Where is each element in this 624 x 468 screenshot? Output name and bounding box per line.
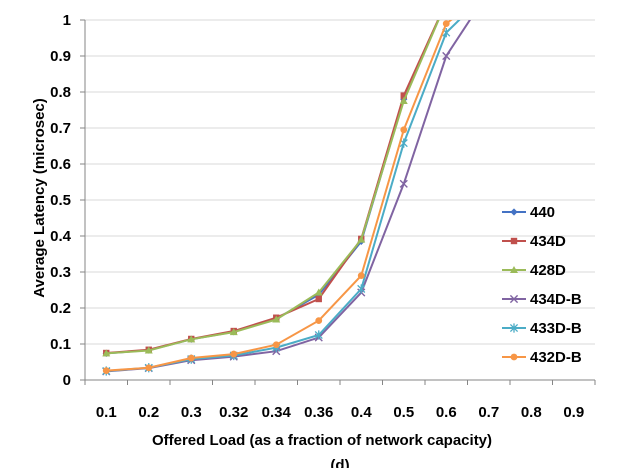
x-tick-label: 0.3 xyxy=(181,404,202,421)
series-line xyxy=(106,20,440,355)
data-point xyxy=(400,92,407,99)
x-tick-labels: 0.1 0.2 0.3 0.32 0.34 0.36 0.4 0.5 0.6 0.7 0.8 0.9 xyxy=(96,404,584,421)
series-434d xyxy=(103,20,440,357)
x-tick-label: 0.32 xyxy=(219,404,248,421)
data-point xyxy=(314,330,323,340)
y-tick-labels: 0 0.1 0.2 0.3 0.4 0.5 0.6 0.7 0.8 0.9 1 xyxy=(50,12,72,389)
y-tick-label: 0.5 xyxy=(50,192,71,209)
y-tick-label: 0.1 xyxy=(50,336,71,353)
data-point xyxy=(357,235,366,243)
data-point xyxy=(187,335,196,343)
legend-item: 434D xyxy=(502,233,566,250)
x-tick-label: 0.2 xyxy=(138,404,159,421)
series-line xyxy=(106,20,440,355)
data-point xyxy=(400,126,408,134)
x-tick-label: 0.5 xyxy=(393,404,414,421)
y-axis-label: Average Latency (microsec) xyxy=(31,98,48,298)
legend-item: 434D-B xyxy=(502,291,582,308)
data-point xyxy=(442,20,450,27)
legend-label: 434D-B xyxy=(530,291,582,308)
x-tick-label: 0.6 xyxy=(436,404,457,421)
legend-label: 432D-B xyxy=(530,349,582,366)
legend-item: 432D-B xyxy=(502,349,582,366)
data-point xyxy=(229,328,238,336)
data-point xyxy=(442,51,451,61)
series-layer xyxy=(102,20,472,376)
series-428d xyxy=(102,20,440,357)
x-tick-label: 0.8 xyxy=(521,404,542,421)
legend-label: 434D xyxy=(530,233,566,250)
x-tick-label: 0.9 xyxy=(563,404,584,421)
data-point xyxy=(314,288,323,296)
series-line xyxy=(106,20,453,372)
series-432d-b xyxy=(102,20,453,375)
legend-label: 433D-B xyxy=(530,320,582,337)
legend-label: 428D xyxy=(530,262,566,279)
legend-item: 428D xyxy=(502,262,566,279)
data-point xyxy=(187,354,195,362)
series-440 xyxy=(102,20,440,357)
legend-marker xyxy=(509,294,519,304)
y-tick-label: 0.2 xyxy=(50,300,71,317)
data-point xyxy=(102,367,110,375)
x-tick-label: 0.4 xyxy=(351,404,373,421)
data-point xyxy=(399,97,408,104)
y-tick-label: 0.3 xyxy=(50,264,71,281)
x-tick-label: 0.7 xyxy=(478,404,499,421)
x-tick-label: 0.1 xyxy=(96,404,117,421)
data-point xyxy=(272,341,280,349)
data-point xyxy=(357,272,365,279)
x-tick-label: 0.36 xyxy=(304,404,333,421)
x-tick-label: 0.34 xyxy=(262,404,292,421)
data-point xyxy=(272,315,281,323)
legend-marker xyxy=(510,266,518,273)
legend-item: 440 xyxy=(502,204,555,221)
legend-marker xyxy=(509,323,519,333)
y-tick-label: 1 xyxy=(63,12,71,29)
x-axis-label: Offered Load (as a fraction of network c… xyxy=(152,432,492,449)
legend-marker xyxy=(510,353,518,361)
y-tick-label: 0.7 xyxy=(50,120,71,137)
data-point xyxy=(357,284,366,294)
data-point xyxy=(102,349,111,357)
data-point xyxy=(144,346,153,354)
series-line xyxy=(106,20,440,354)
data-point xyxy=(315,317,323,324)
data-point xyxy=(230,350,238,358)
y-tick-label: 0.8 xyxy=(50,84,71,101)
legend-item: 433D-B xyxy=(502,320,582,337)
data-point xyxy=(315,295,322,303)
legend-marker xyxy=(510,208,518,216)
y-tick-label: 0.6 xyxy=(50,156,71,173)
y-tick-label: 0.9 xyxy=(50,48,71,65)
data-point xyxy=(145,364,153,372)
data-point xyxy=(399,179,408,188)
legend-label: 440 xyxy=(530,204,555,221)
grid-lines xyxy=(85,19,595,345)
figure-caption: (d) xyxy=(330,457,349,468)
y-tick-label: 0.4 xyxy=(50,228,72,245)
legend-marker xyxy=(510,237,518,245)
axes xyxy=(80,19,596,385)
legend: 440 434D 428D 434D-B 433D-B 432D-B xyxy=(502,204,582,366)
y-tick-label: 0 xyxy=(63,372,71,389)
